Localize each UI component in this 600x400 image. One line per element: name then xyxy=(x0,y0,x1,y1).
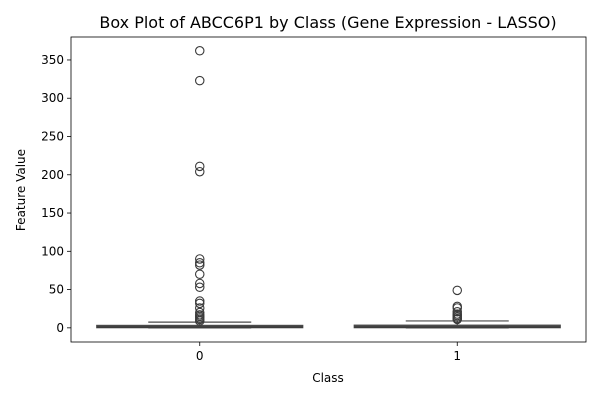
outlier-point xyxy=(452,285,462,296)
outlier-point xyxy=(195,254,205,264)
outlier-point xyxy=(452,307,462,317)
y-tick-label: 150 xyxy=(41,206,64,220)
y-tick-label: 100 xyxy=(41,244,64,258)
outlier-point xyxy=(195,166,205,177)
y-axis: 0 50 100 150 200 250 300 350 xyxy=(41,53,71,335)
outlier-point xyxy=(452,303,462,313)
y-tick-label: 300 xyxy=(41,91,64,105)
outlier-point xyxy=(195,75,205,86)
y-tick-label: 350 xyxy=(41,53,64,67)
chart-title: Box Plot of ABCC6P1 by Class (Gene Expre… xyxy=(99,13,556,32)
outlier-point xyxy=(195,161,205,172)
outlier-point xyxy=(195,298,205,309)
outlier-point xyxy=(195,269,205,280)
outlier-point xyxy=(195,46,205,56)
outlier-point xyxy=(195,258,205,268)
y-axis-label: Feature Value xyxy=(14,149,28,231)
outlier-point xyxy=(195,260,205,270)
outlier-point xyxy=(452,314,462,325)
y-tick-label: 200 xyxy=(41,168,64,182)
outlier-point xyxy=(195,278,205,289)
box-group-class-1 xyxy=(353,285,561,329)
boxes xyxy=(96,46,561,329)
box-group-class-0 xyxy=(96,46,304,329)
plot-area xyxy=(70,36,587,343)
y-tick-label: 250 xyxy=(41,129,64,143)
outlier-point xyxy=(195,296,205,306)
y-tick-label: 50 xyxy=(49,283,64,297)
x-tick-label: 0 xyxy=(196,349,204,363)
x-axis-label: Class xyxy=(312,371,344,385)
y-tick-label: 0 xyxy=(56,321,64,335)
x-tick-label: 1 xyxy=(453,349,461,363)
outlier-point xyxy=(195,282,205,293)
outlier-point xyxy=(195,316,205,326)
